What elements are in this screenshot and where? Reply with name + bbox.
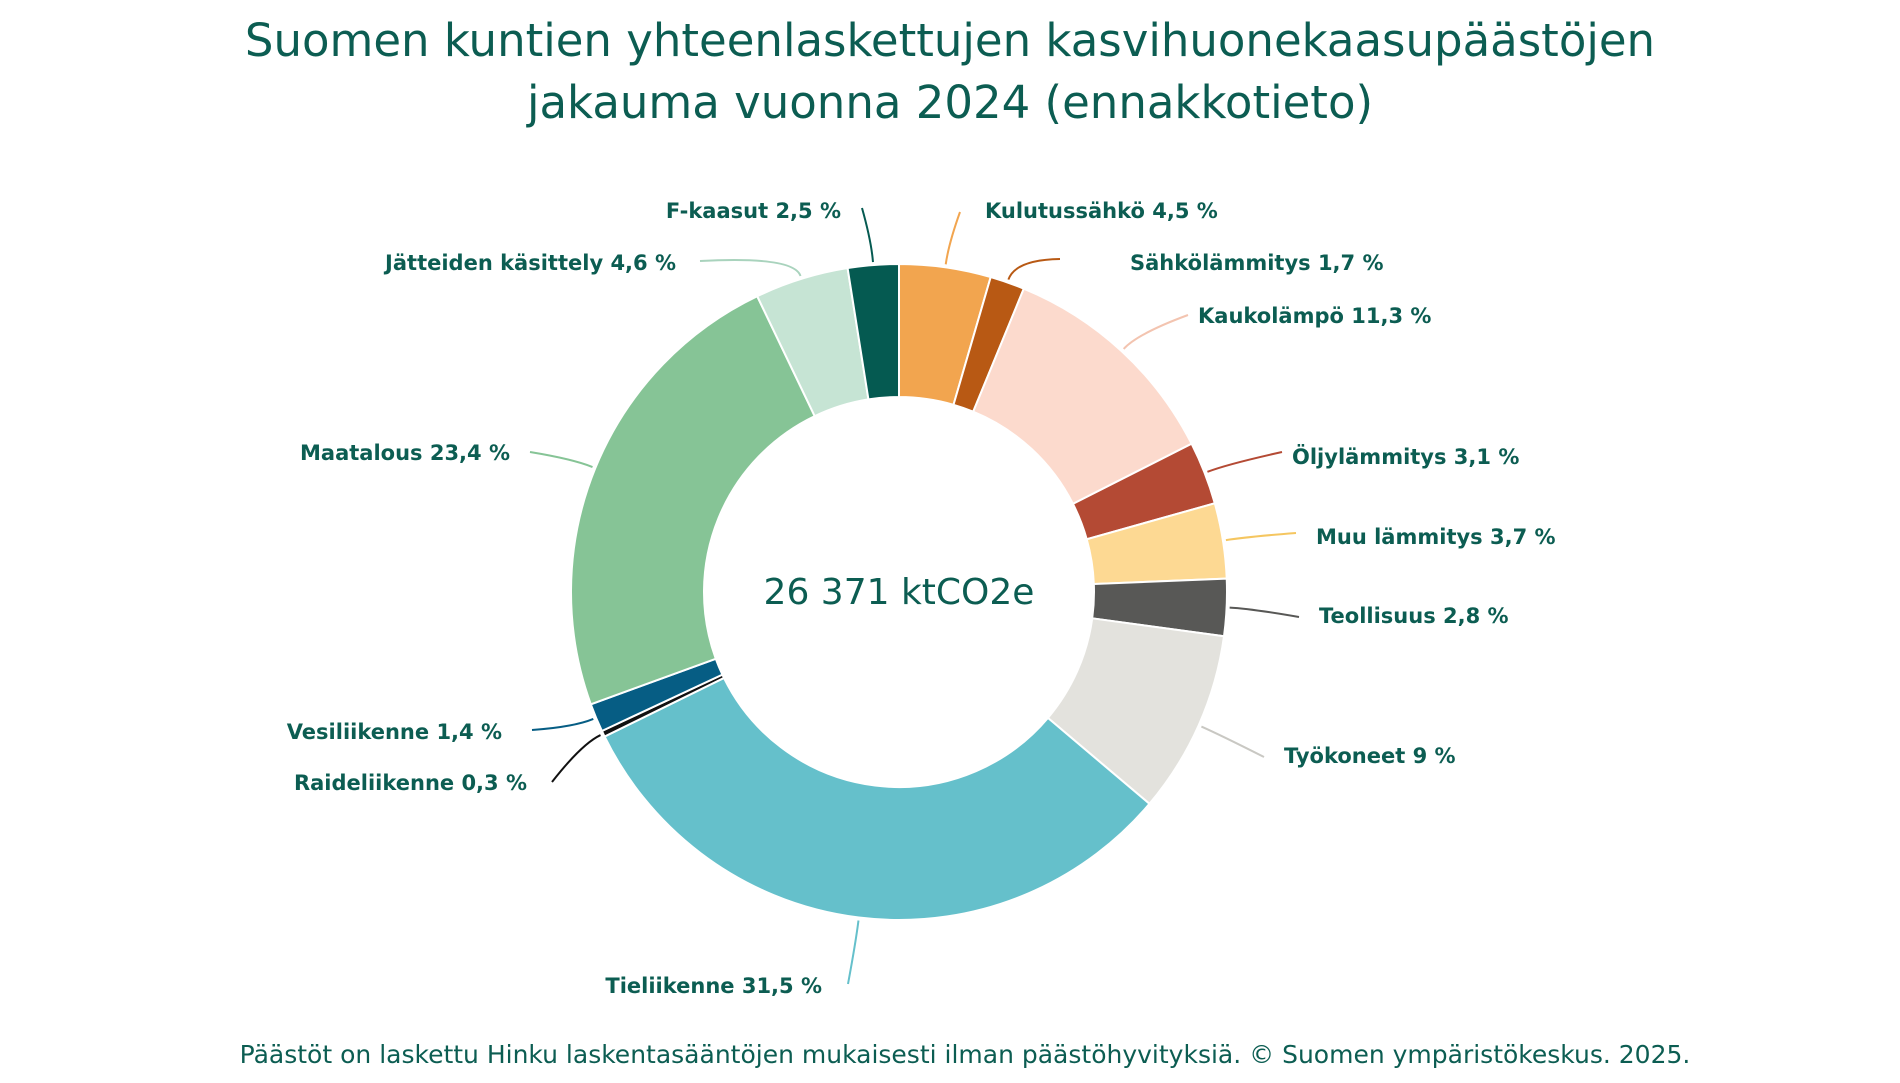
label-tyokoneet: Työkoneet 9 % (1284, 744, 1456, 768)
slice-labels: Kulutussähkö 4,5 % Sähkölämmitys 1,7 % Kau… (287, 199, 1556, 998)
label-vesiliikenne: Vesiliikenne 1,4 % (287, 720, 502, 744)
label-raideliikenne: Raideliikenne 0,3 % (294, 771, 527, 795)
leader-muu-lammitys (1225, 532, 1297, 542)
donut-slices (570, 262, 1229, 921)
label-teollisuus: Teollisuus 2,8 % (1319, 604, 1509, 628)
label-maatalous: Maatalous 23,4 % (300, 441, 510, 465)
leader-lines (529, 207, 1300, 985)
leader-kulutussahko (944, 211, 961, 265)
label-kulutussahko: Kulutussähkö 4,5 % (985, 199, 1218, 223)
chart-title-line-1: Suomen kuntien yhteenlaskettujen kasvihu… (244, 14, 1656, 67)
chart-title-line-2: jakauma vuonna 2024 (ennakkotieto) (526, 76, 1374, 129)
label-tieliikenne: Tieliikenne 31,5 % (605, 974, 822, 998)
leader-maatalous (529, 451, 593, 468)
slice-f-kaasut (846, 262, 900, 401)
leader-vesiliikenne (531, 717, 594, 731)
chart-title: Suomen kuntien yhteenlaskettujen kasvihu… (0, 10, 1900, 134)
center-total-label: 26 371 ktCO2e (764, 572, 1035, 613)
leader-tieliikenne (847, 920, 860, 985)
leader-jatteiden-kasittely (699, 258, 802, 277)
leader-oljylammitys (1207, 451, 1283, 473)
label-muu-lammitys: Muu lämmitys 3,7 % (1316, 525, 1556, 549)
label-kaukolampo: Kaukolämpö 11,3 % (1198, 304, 1431, 328)
label-f-kaasut: F-kaasut 2,5 % (666, 199, 841, 223)
leader-f-kaasut (861, 207, 874, 263)
leader-kaukolampo (1122, 314, 1189, 350)
slice-maatalous (570, 294, 817, 706)
leader-sahkolammitys (1007, 258, 1061, 281)
label-sahkolammitys: Sähkölämmitys 1,7 % (1130, 251, 1384, 275)
label-oljylammitys: Öljylämmitys 3,1 % (1292, 444, 1519, 469)
leader-tyokoneet (1201, 725, 1265, 758)
leader-teollisuus (1229, 606, 1300, 618)
slice-tieliikenne (603, 676, 1151, 921)
leader-raideliikenne (551, 734, 601, 783)
source-footnote: Päästöt on laskettu Hinku laskentasääntö… (239, 1040, 1691, 1069)
label-jatteiden-kasittely: Jätteiden käsittely 4,6 % (383, 251, 676, 275)
